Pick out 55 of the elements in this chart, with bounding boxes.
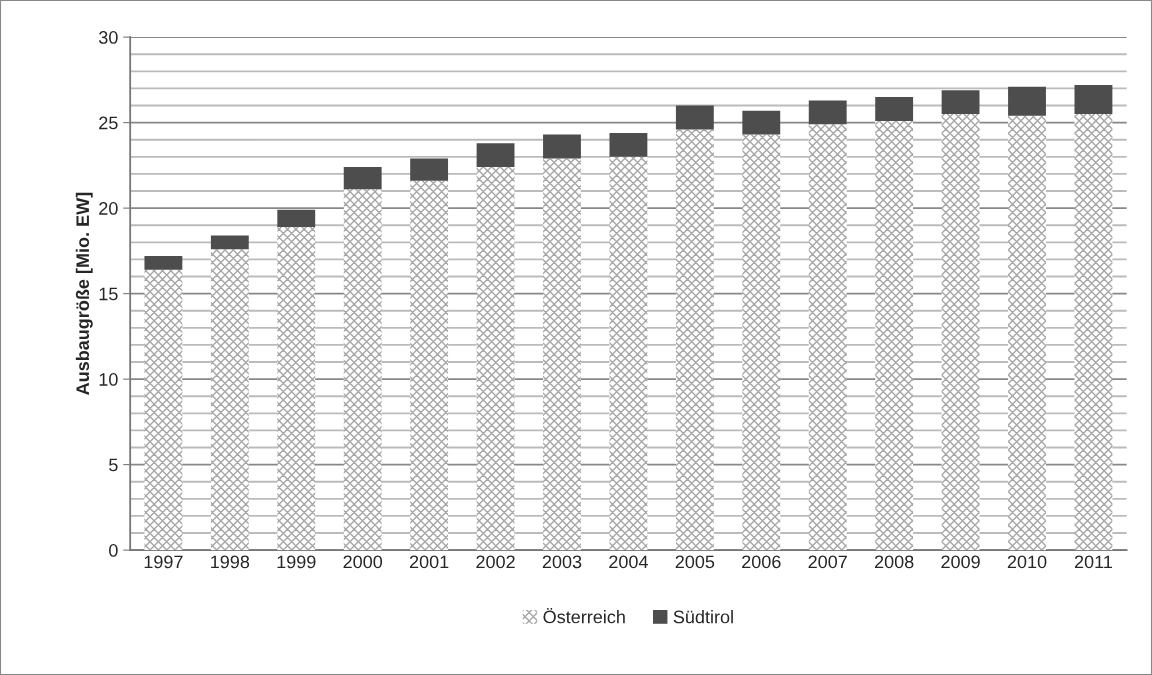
y-tick-label: 25 — [99, 116, 118, 130]
x-tick-label: 1997 — [144, 555, 183, 569]
bar — [875, 96, 914, 121]
bar — [941, 90, 980, 115]
x-tick-label: 2007 — [808, 555, 847, 569]
bar — [808, 124, 847, 551]
y-axis-title: Ausbaugröße [Mio. EW] — [75, 192, 93, 395]
y-tick-label: 15 — [99, 287, 118, 301]
x-tick-label: 2009 — [941, 555, 980, 569]
bar — [742, 134, 781, 551]
x-tick-label: 2006 — [742, 555, 781, 569]
bar — [144, 256, 183, 270]
bar — [941, 114, 980, 551]
bar — [543, 134, 581, 159]
x-tick-label: 2001 — [409, 555, 449, 569]
bar — [210, 235, 249, 250]
x-tick-label: 2000 — [343, 555, 383, 569]
bar — [476, 143, 515, 168]
y-tick-label: 5 — [109, 458, 118, 472]
x-tick-label: 2004 — [609, 555, 648, 569]
bar — [1008, 86, 1046, 116]
x-tick-label: 2003 — [542, 555, 582, 569]
bar — [1008, 115, 1046, 551]
y-tick-label: 10 — [99, 373, 118, 386]
bar — [609, 156, 648, 551]
bar — [144, 269, 183, 551]
bar — [476, 167, 515, 551]
x-tick-label: 2002 — [476, 555, 515, 569]
bar — [808, 100, 847, 125]
legend-label: Österreich — [543, 608, 625, 624]
bar — [543, 158, 581, 551]
bar — [875, 120, 914, 551]
bar — [343, 167, 382, 190]
x-tick-label: 1998 — [211, 555, 250, 569]
bar — [675, 105, 714, 130]
bar — [609, 132, 648, 157]
x-tick-label: 2008 — [874, 555, 914, 569]
bar — [410, 158, 449, 181]
x-tick-label: 2010 — [1007, 555, 1047, 569]
bar — [277, 209, 316, 227]
x-tick-label: 2011 — [1074, 555, 1112, 569]
y-tick-label: 30 — [98, 31, 118, 44]
bar — [210, 249, 249, 551]
bar — [343, 189, 382, 551]
x-tick-label: 1999 — [277, 555, 316, 569]
bar — [1074, 114, 1113, 551]
bar — [410, 180, 449, 551]
bar — [742, 110, 781, 135]
y-tick-label: 20 — [99, 202, 118, 215]
x-tick-label: 2005 — [675, 555, 715, 569]
y-tick-label: 0 — [109, 544, 118, 557]
bar — [675, 129, 714, 551]
bar — [1074, 85, 1113, 115]
legend-label: Südtirol — [673, 610, 733, 624]
bar — [277, 226, 316, 551]
